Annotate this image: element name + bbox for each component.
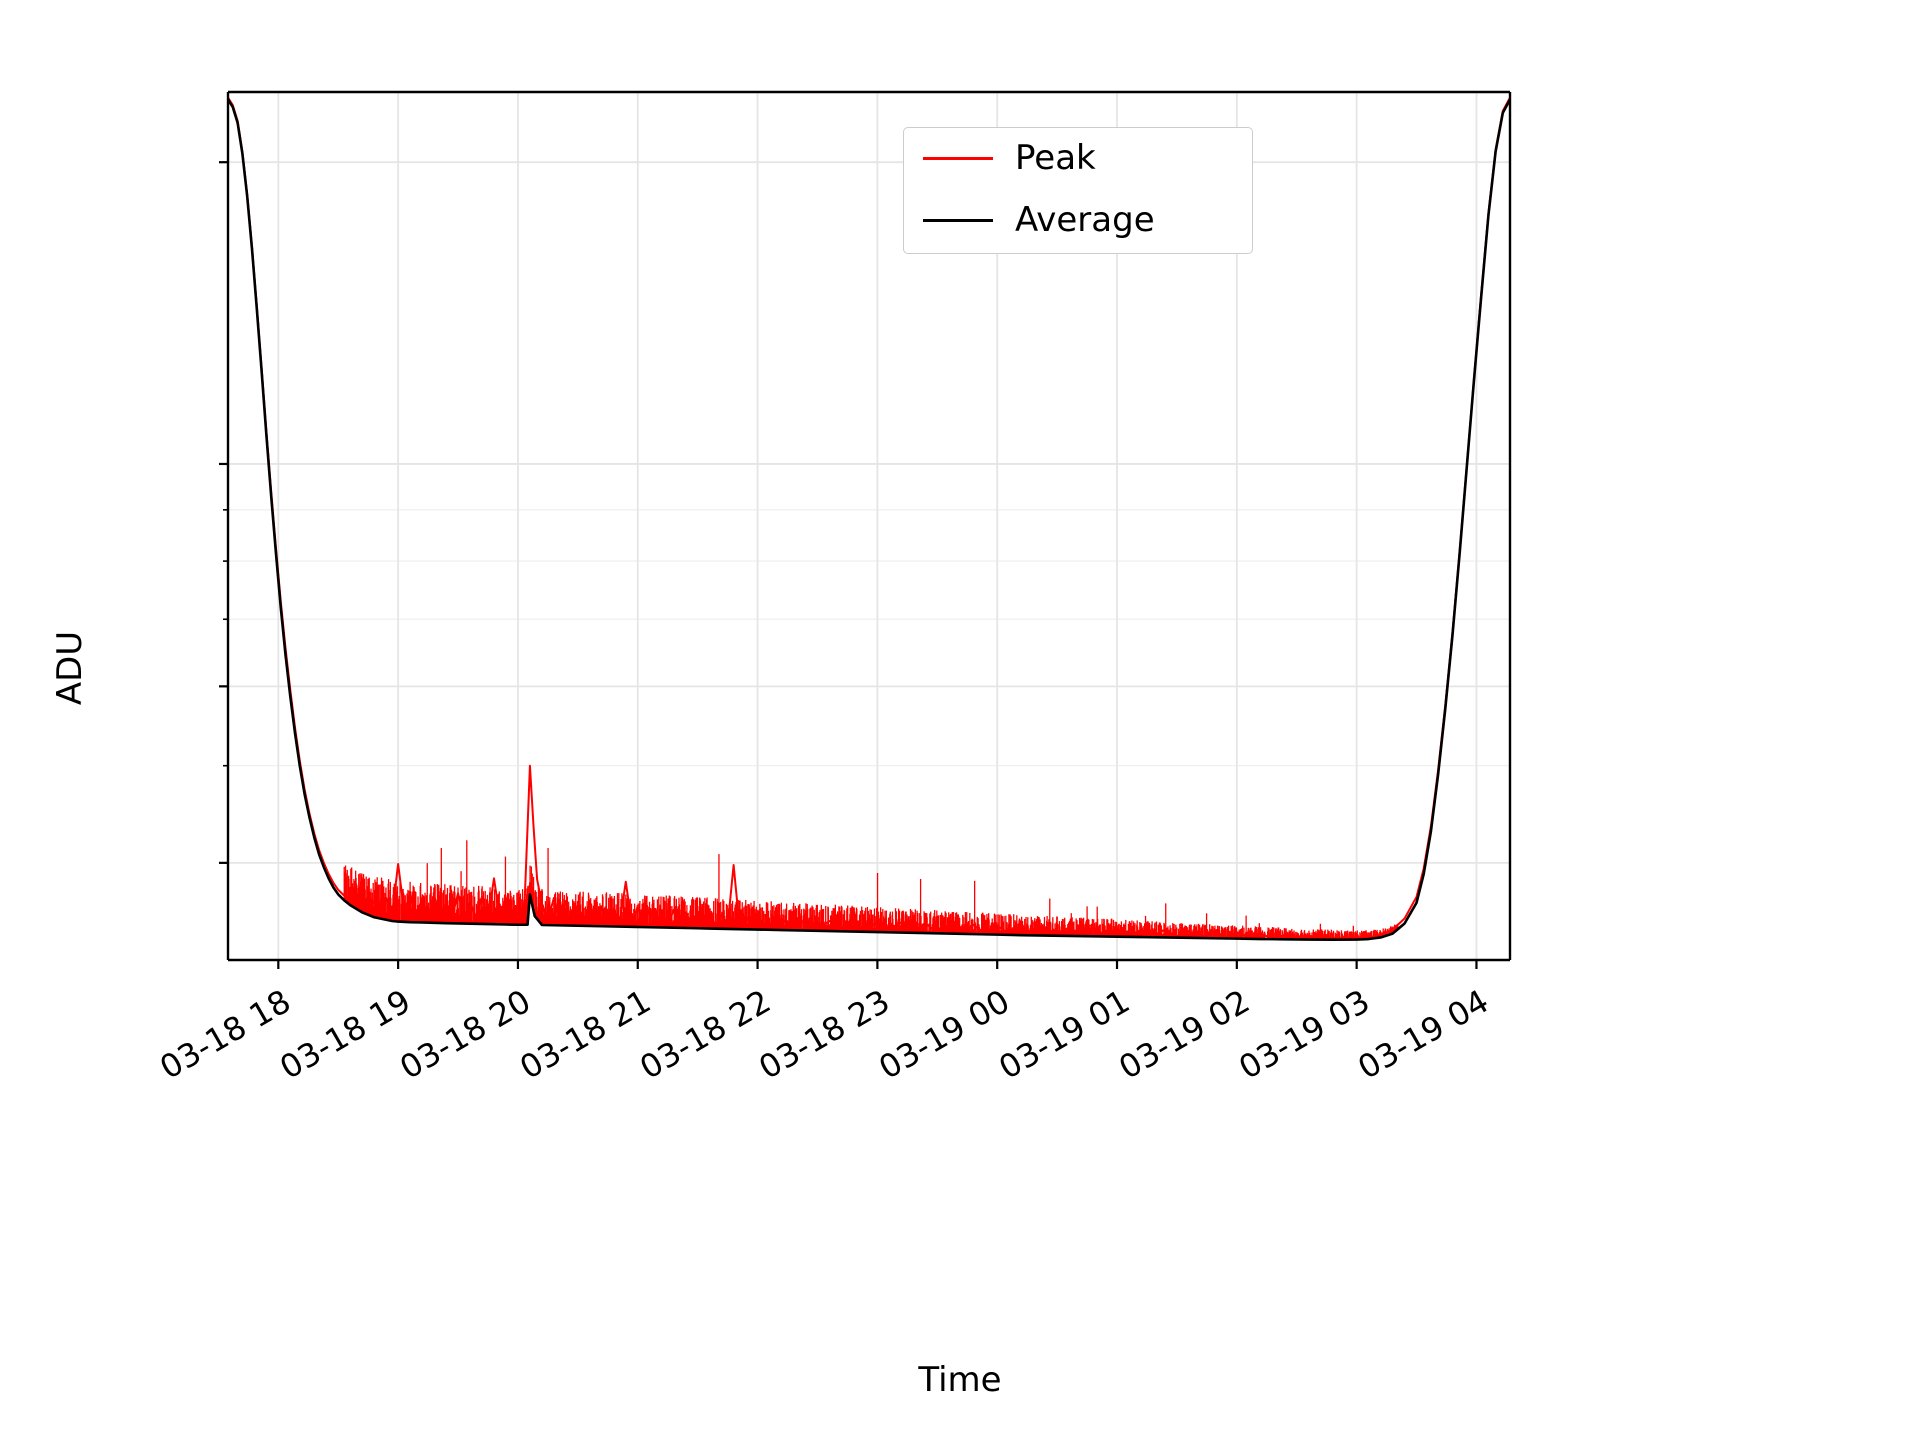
legend-swatch-average — [923, 218, 993, 222]
legend-item-peak: Peak — [904, 132, 1252, 184]
y-axis-label: ADU — [50, 630, 90, 706]
chart-legend: Peak Average — [903, 127, 1253, 254]
legend-label-average: Average — [1015, 200, 1155, 240]
legend-item-average: Average — [904, 194, 1252, 246]
x-axis-label: Time — [918, 1360, 1002, 1400]
legend-label-peak: Peak — [1015, 138, 1096, 178]
legend-swatch-peak — [923, 156, 993, 160]
